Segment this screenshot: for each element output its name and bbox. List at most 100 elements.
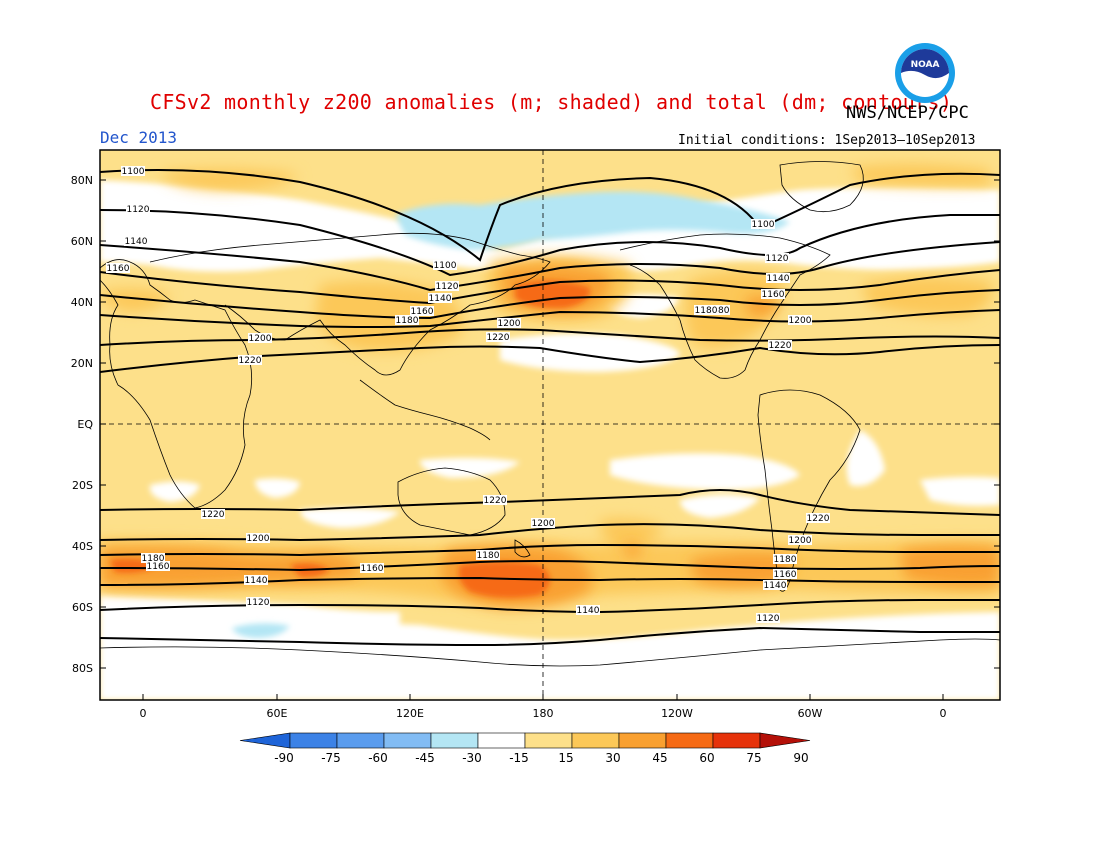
contour-label: 1220: [484, 496, 507, 506]
lon-label: 60W: [798, 707, 823, 720]
contour-label-bg: [761, 289, 785, 299]
colorbar-swatch: [618, 732, 667, 749]
contour-label: 1120: [436, 282, 459, 292]
contour-label-bg: [476, 550, 500, 560]
negative-anomaly-regions: [232, 191, 790, 638]
lat-label: EQ: [77, 418, 93, 431]
coastlines: [100, 161, 1000, 667]
contour-label-bg: [238, 355, 262, 365]
contour-label-bg: [576, 605, 600, 615]
contour-label-bg: [486, 332, 510, 342]
contour-label: 1120: [247, 598, 270, 608]
contour-label: 1220: [487, 333, 510, 343]
contour-label-bg: [360, 563, 384, 573]
contour-label-bg: [763, 580, 787, 590]
contour-label: 1200: [789, 316, 812, 326]
contour-label: 1100: [122, 167, 145, 177]
lon-label: 120E: [396, 707, 424, 720]
colorbar-level-label: 90: [793, 751, 808, 765]
contour-label-bg: [121, 166, 145, 176]
colorbar-level-label: -90: [274, 751, 294, 765]
contour-label: 1180: [477, 551, 500, 561]
colorbar-level-label: -45: [415, 751, 435, 765]
colorbar: -90 -75 -60 -45 -30 -15 15 30 45 60 75 90: [239, 732, 811, 765]
lon-label: 0: [140, 707, 147, 720]
contour-label: 1160: [107, 264, 130, 274]
lat-label: 60S: [72, 601, 93, 614]
neutral-anomaly-regions: [100, 180, 1000, 700]
forecast-month: Dec 2013: [100, 128, 178, 147]
contour-label: 1160: [147, 562, 170, 572]
lon-label: 0: [940, 707, 947, 720]
gridlines: [100, 150, 1000, 700]
lat-label: 60N: [71, 235, 93, 248]
contour-label-bg: [773, 554, 797, 564]
contour-label-bg: [395, 315, 419, 325]
contour-label: 1120: [757, 614, 780, 624]
noaa-logo-text: NOAA: [911, 60, 940, 70]
contour-label-bg: [806, 513, 830, 523]
contour-label: 1180: [396, 316, 419, 326]
colorbar-swatch: [430, 732, 479, 749]
colorbar-arrow-left: [239, 732, 291, 749]
colorbar-level-label: 60: [699, 751, 714, 765]
colorbar-swatch: [665, 732, 714, 749]
contour-label: 1160: [411, 307, 434, 317]
lon-label: 120W: [661, 707, 693, 720]
colorbar-level-label: -30: [462, 751, 482, 765]
lat-label: 20S: [72, 479, 93, 492]
agency-label: NWS/NCEP/CPC: [846, 103, 969, 123]
colorbar-swatch: [571, 732, 620, 749]
contour-label: 1200: [789, 536, 812, 546]
lat-label: 40S: [72, 540, 93, 553]
contour-label-bg: [483, 495, 507, 505]
contour-label-bg: [751, 219, 775, 229]
noaa-logo-icon: NOAA: [895, 43, 955, 103]
colorbar-level-label: 15: [558, 751, 573, 765]
lon-label: 180: [533, 707, 554, 720]
colorbar-level-label: 30: [605, 751, 620, 765]
contour-label: 1180: [774, 555, 797, 565]
latitude-labels: 80N 60N 40N 20N EQ 20S 40S 60S 80S: [71, 174, 94, 675]
contour-label-bg: [246, 533, 270, 543]
colorbar-level-label: 45: [652, 751, 667, 765]
colorbar-swatch: [383, 732, 432, 749]
colorbar-level-label: 75: [746, 751, 761, 765]
contour-label: 1200: [498, 319, 521, 329]
contour-label: 1160: [762, 290, 785, 300]
contour-label: 1160: [774, 570, 797, 580]
contour-label: 1200: [249, 334, 272, 344]
contour-label-bg: [146, 561, 170, 571]
contour-label-bg: [106, 263, 130, 273]
colorbar-swatch: [712, 732, 761, 749]
contour-label-bg: [428, 293, 452, 303]
longitude-labels: 0 60E 120E 180 120W 60W 0: [140, 707, 947, 720]
contour-label: 1100: [434, 261, 457, 271]
lat-label: 80N: [71, 174, 93, 187]
colorbar-level-label: -60: [368, 751, 388, 765]
contour-label-bg: [788, 315, 812, 325]
contour-label: 1140: [429, 294, 452, 304]
contour-label: 1140: [245, 576, 268, 586]
colorbar-swatch: [289, 732, 338, 749]
contour-label-bg: [756, 613, 780, 623]
contour-label: 1140: [767, 274, 790, 284]
lat-label: 40N: [71, 296, 93, 309]
contour-label: 1160: [361, 564, 384, 574]
lat-label: 20N: [71, 357, 93, 370]
contour-label: 1180: [707, 306, 730, 316]
colorbar-swatch: [336, 732, 385, 749]
contour-label-bg: [766, 273, 790, 283]
contour-label: 1140: [764, 581, 787, 591]
contour-label: 1200: [247, 534, 270, 544]
lat-label: 80S: [72, 662, 93, 675]
contour-label-bg: [248, 333, 272, 343]
colorbar-level-label: -75: [321, 751, 341, 765]
contour-label-bg: [768, 340, 792, 350]
contour-label-bg: [765, 253, 789, 263]
contour-label: 1100: [752, 220, 775, 230]
contour-label: 1140: [125, 237, 148, 247]
contour-label-bg: [141, 553, 165, 563]
